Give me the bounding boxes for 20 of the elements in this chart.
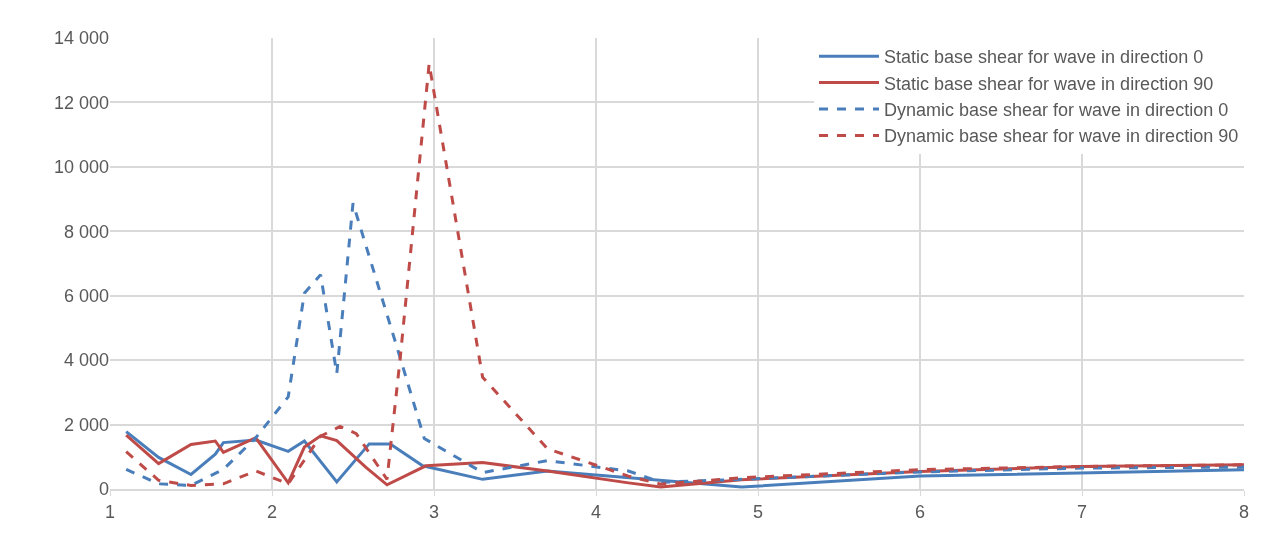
x-tick-label: 3	[428, 501, 440, 522]
x-tick-label: 4	[590, 501, 602, 522]
y-tick-label: 6 000	[63, 286, 109, 307]
y-tick-label: 4 000	[63, 350, 109, 371]
y-tick-label: 2 000	[63, 414, 109, 435]
y-tick-label: 14 000	[53, 28, 109, 49]
y-tick-label: 8 000	[63, 221, 109, 242]
x-tick-label: 8	[1238, 501, 1250, 522]
x-tick-label: 5	[752, 501, 764, 522]
legend-label: Dynamic base shear for wave in direction 90	[884, 126, 1239, 147]
y-tick-label: 12 000	[53, 92, 109, 113]
legend-label: Static base shear for wave in direction 0	[884, 47, 1204, 68]
x-tick-label: 7	[1076, 501, 1088, 522]
y-tick-label: 0	[98, 479, 109, 500]
x-tick-label: 6	[914, 501, 926, 522]
legend-label: Static base shear for wave in direction 90	[884, 73, 1214, 94]
x-tick-label: 2	[266, 501, 278, 522]
x-tick-label: 1	[104, 501, 116, 522]
legend-label: Dynamic base shear for wave in direction 0	[884, 100, 1229, 121]
y-tick-label: 10 000	[53, 157, 109, 178]
